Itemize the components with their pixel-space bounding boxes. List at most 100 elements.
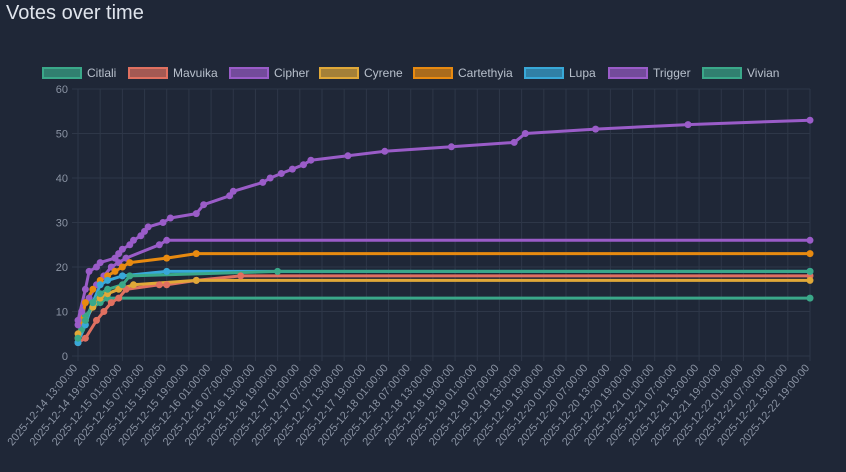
- data-point-trigger: [806, 116, 814, 124]
- data-point-trigger: [192, 210, 200, 218]
- legend-item-lupa[interactable]: Lupa: [524, 65, 596, 81]
- data-point-cartethyia: [192, 250, 200, 258]
- data-point-trigger: [447, 143, 455, 151]
- data-point-trigger: [684, 121, 692, 129]
- y-tick-label: 40: [56, 173, 68, 185]
- legend-swatch: [128, 67, 168, 79]
- data-point-mavuika: [163, 281, 171, 289]
- data-point-trigger: [277, 170, 285, 177]
- data-point-vivian: [126, 272, 134, 280]
- data-point-trigger: [300, 161, 307, 169]
- data-point-cipher: [806, 236, 814, 244]
- y-tick-label: 60: [56, 84, 68, 96]
- y-tick-label: 20: [56, 262, 68, 274]
- data-point-mavuika: [155, 281, 163, 289]
- data-point-trigger: [381, 147, 389, 155]
- data-point-cyrene: [130, 281, 137, 289]
- data-point-citlali: [806, 294, 814, 302]
- legend-item-trigger[interactable]: Trigger: [608, 65, 691, 81]
- data-point-vivian: [81, 316, 89, 324]
- data-point-trigger: [96, 259, 104, 267]
- legend-item-cipher[interactable]: Cipher: [229, 65, 309, 81]
- data-point-cartethyia: [118, 263, 126, 271]
- data-point-cipher: [155, 241, 163, 249]
- legend-swatch: [702, 67, 742, 79]
- legend-item-cyrene[interactable]: Cyrene: [319, 65, 403, 81]
- series-line-mavuika: [76, 274, 812, 345]
- data-point-vivian: [96, 290, 104, 298]
- data-point-lupa: [104, 276, 112, 284]
- data-point-trigger: [130, 236, 137, 244]
- legend-swatch: [413, 67, 453, 79]
- legend-label: Lupa: [569, 66, 596, 80]
- y-tick-label: 0: [62, 351, 68, 363]
- data-point-vivian: [89, 299, 97, 307]
- legend-swatch: [319, 67, 359, 79]
- data-point-trigger: [510, 138, 518, 146]
- series-line-cyrene: [76, 278, 812, 336]
- y-tick-label: 50: [56, 129, 68, 141]
- legend-swatch: [229, 67, 269, 79]
- data-point-trigger: [74, 316, 82, 324]
- legend-swatch: [608, 67, 648, 79]
- data-point-mavuika: [107, 299, 115, 307]
- data-point-cyrene: [806, 276, 814, 284]
- chart-title: Votes over time: [6, 2, 144, 24]
- y-tick-label: 10: [56, 307, 68, 319]
- data-point-mavuika: [115, 294, 123, 302]
- data-point-lupa: [96, 281, 104, 289]
- legend-label: Cipher: [274, 66, 310, 80]
- data-point-trigger: [118, 245, 126, 253]
- legend-label: Cyrene: [364, 66, 403, 80]
- series-line-cartethyia: [76, 252, 812, 340]
- data-point-trigger: [259, 178, 267, 186]
- data-point-trigger: [144, 223, 152, 231]
- data-point-cartethyia: [111, 267, 119, 275]
- data-point-cyrene: [192, 276, 200, 284]
- legend-label: Mavuika: [173, 66, 218, 80]
- legend-label: Vivian: [747, 66, 780, 80]
- data-point-trigger: [521, 130, 529, 137]
- data-point-trigger: [266, 174, 274, 182]
- data-point-lupa: [163, 267, 171, 275]
- data-point-trigger: [307, 156, 315, 164]
- data-point-mavuika: [100, 308, 108, 315]
- data-point-cartethyia: [163, 254, 171, 262]
- data-point-vivian: [806, 267, 814, 275]
- data-point-mavuika: [81, 334, 89, 342]
- data-point-mavuika: [93, 316, 100, 324]
- data-point-vivian: [274, 267, 282, 275]
- data-point-trigger: [85, 267, 93, 275]
- legend-item-citlali[interactable]: Citlali: [42, 65, 116, 81]
- series-line-trigger: [76, 118, 812, 322]
- data-point-cartethyia: [81, 299, 89, 307]
- legend-label: Cartethyia: [458, 66, 513, 80]
- data-point-lupa: [118, 272, 126, 280]
- legend-item-cartethyia[interactable]: Cartethyia: [413, 65, 513, 81]
- data-point-mavuika: [237, 272, 245, 280]
- data-point-vivian: [74, 334, 82, 342]
- data-point-cipher: [78, 308, 86, 315]
- data-point-vivian: [104, 285, 112, 293]
- data-point-vivian: [118, 281, 126, 289]
- data-point-cartethyia: [126, 259, 134, 267]
- data-point-trigger: [229, 187, 237, 195]
- data-point-cipher: [163, 236, 171, 244]
- legend-label: Trigger: [653, 66, 691, 80]
- legend-swatch: [42, 67, 82, 79]
- data-point-cartethyia: [806, 250, 814, 258]
- data-point-trigger: [200, 201, 208, 209]
- legend-label: Citlali: [87, 66, 117, 80]
- legend-swatch: [524, 67, 564, 79]
- y-tick-label: 30: [56, 218, 68, 230]
- legend-item-vivian[interactable]: Vivian: [702, 65, 779, 81]
- data-point-trigger: [166, 214, 174, 222]
- chart-legend: Citlali Mavuika Cipher Cyrene Cartethyia Lupa…: [0, 65, 846, 83]
- data-point-trigger: [288, 165, 296, 173]
- series-line-citlali: [76, 296, 812, 345]
- data-point-trigger: [159, 219, 167, 226]
- legend-item-mavuika[interactable]: Mavuika: [128, 65, 218, 81]
- data-point-trigger: [81, 285, 89, 293]
- data-point-trigger: [592, 125, 600, 133]
